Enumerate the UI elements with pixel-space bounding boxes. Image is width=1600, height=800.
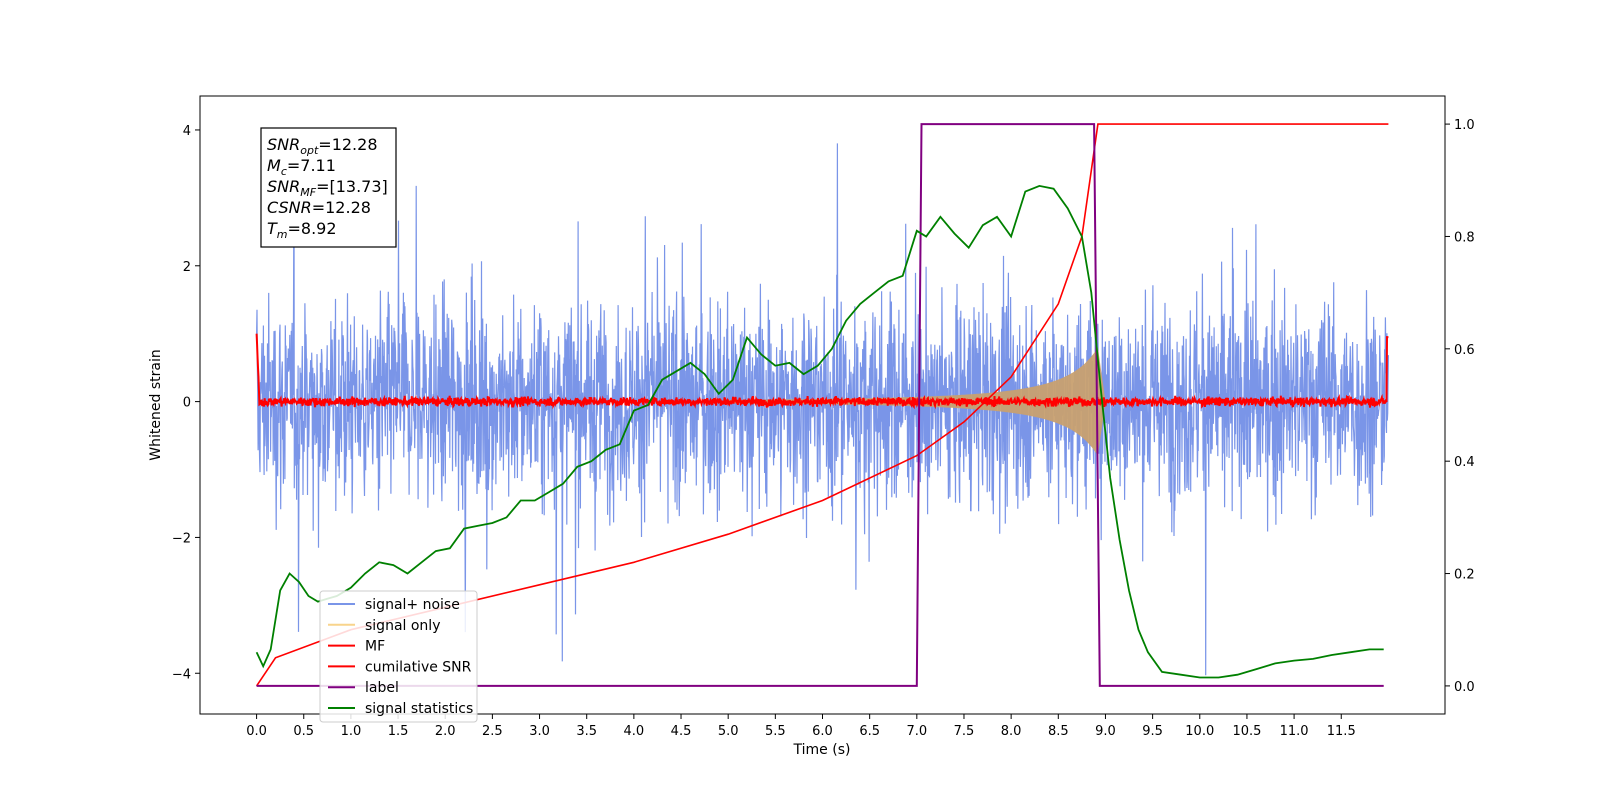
- series-signal-noise: [256, 143, 1389, 676]
- stats-symbol: M: [267, 156, 281, 175]
- legend-label: MF: [365, 639, 385, 655]
- stats-value: =8.92: [288, 219, 337, 238]
- x-tick-label: 10.5: [1232, 724, 1261, 739]
- x-tick-label: 0.5: [293, 724, 314, 739]
- stats-box-frame: [260, 127, 397, 248]
- y-right-tick-label: 0.6: [1454, 343, 1475, 358]
- stats-line: CSNR=12.28: [267, 198, 371, 217]
- x-axis-label: Time (s): [793, 742, 851, 758]
- x-tick-label: 9.5: [1142, 724, 1163, 739]
- y-left-tick-label: 0: [183, 396, 191, 411]
- stats-subscript: MF: [300, 186, 316, 199]
- stats-line: Mc=7.11: [267, 156, 336, 178]
- x-tick-label: 3.0: [529, 724, 550, 739]
- series-label: [256, 123, 1384, 687]
- y-right-tick-label: 0.0: [1454, 680, 1475, 695]
- stats-line: SNRopt=12.28: [267, 135, 378, 157]
- stats-value: =12.28: [318, 135, 377, 154]
- x-tick-label: 6.0: [812, 724, 833, 739]
- stats-value: =[13.73]: [316, 177, 388, 196]
- stats-symbol: T: [267, 219, 278, 238]
- x-tick-label: 0.0: [246, 724, 267, 739]
- y-right-tick-label: 0.8: [1454, 230, 1475, 245]
- stats-subscript: opt: [300, 144, 319, 157]
- y-axis-left: 4 2 0 −2 −4: [172, 124, 200, 682]
- stats-symbol: SNR: [267, 177, 300, 196]
- stats-value: =7.11: [287, 156, 336, 175]
- y-axis-right: 1.0 0.8 0.6 0.4 0.2 0.0: [1445, 118, 1475, 695]
- stats-subscript: c: [281, 165, 287, 178]
- legend: signal+ noise signal only MF cumilative SNR…: [319, 590, 478, 723]
- y-right-tick-label: 0.4: [1454, 455, 1475, 470]
- legend-frame: [319, 590, 478, 723]
- y-left-tick-label: −2: [172, 531, 191, 546]
- stats-symbol: CSNR: [267, 198, 312, 217]
- x-tick-label: 10.0: [1185, 724, 1214, 739]
- series-signal-statistics: [255, 184, 1384, 679]
- y-axis-label: Whitened strain: [148, 349, 164, 460]
- x-tick-label: 2.5: [482, 724, 503, 739]
- x-tick-label: 7.0: [906, 724, 927, 739]
- legend-label: signal statistics: [365, 701, 473, 717]
- stats-value: =12.28: [312, 198, 371, 217]
- x-tick-label: 7.5: [954, 724, 975, 739]
- stats-box: SNRopt=12.28Mc=7.11SNRMF=[13.73]CSNR=12.…: [260, 127, 397, 248]
- x-tick-label: 1.0: [341, 724, 362, 739]
- x-tick-label: 11.5: [1327, 724, 1356, 739]
- x-tick-label: 11.0: [1280, 724, 1309, 739]
- x-tick-label: 2.0: [435, 724, 456, 739]
- x-tick-label: 8.5: [1048, 724, 1069, 739]
- x-tick-label: 1.5: [388, 724, 409, 739]
- legend-label: label: [365, 680, 399, 696]
- y-right-tick-label: 1.0: [1454, 118, 1475, 133]
- x-tick-label: 4.5: [671, 724, 692, 739]
- stats-symbol: SNR: [267, 135, 300, 154]
- x-tick-label: 5.0: [718, 724, 739, 739]
- stats-line: SNRMF=[13.73]: [267, 177, 388, 199]
- legend-label: signal only: [365, 618, 440, 634]
- x-tick-label: 6.5: [859, 724, 880, 739]
- x-tick-label: 3.5: [576, 724, 597, 739]
- stats-subscript: m: [277, 228, 288, 241]
- y-right-tick-label: 0.2: [1454, 568, 1475, 583]
- x-tick-label: 9.0: [1095, 724, 1116, 739]
- stats-line: Tm=8.92: [267, 219, 337, 241]
- x-axis: 0.0 0.5 1.0 1.5 2.0 2.5 3.0 3.5 4.0 4.5 5.0 5.5 6.0 6…: [246, 714, 1356, 739]
- x-tick-label: 8.0: [1001, 724, 1022, 739]
- legend-label: signal+ noise: [365, 597, 460, 613]
- y-left-tick-label: 2: [183, 260, 191, 275]
- legend-label: cumilative SNR: [365, 659, 472, 675]
- x-tick-label: 5.5: [765, 724, 786, 739]
- x-tick-label: 4.0: [624, 724, 645, 739]
- y-left-tick-label: 4: [183, 124, 191, 139]
- series-mf: [255, 333, 1389, 410]
- y-left-tick-label: −4: [172, 667, 191, 682]
